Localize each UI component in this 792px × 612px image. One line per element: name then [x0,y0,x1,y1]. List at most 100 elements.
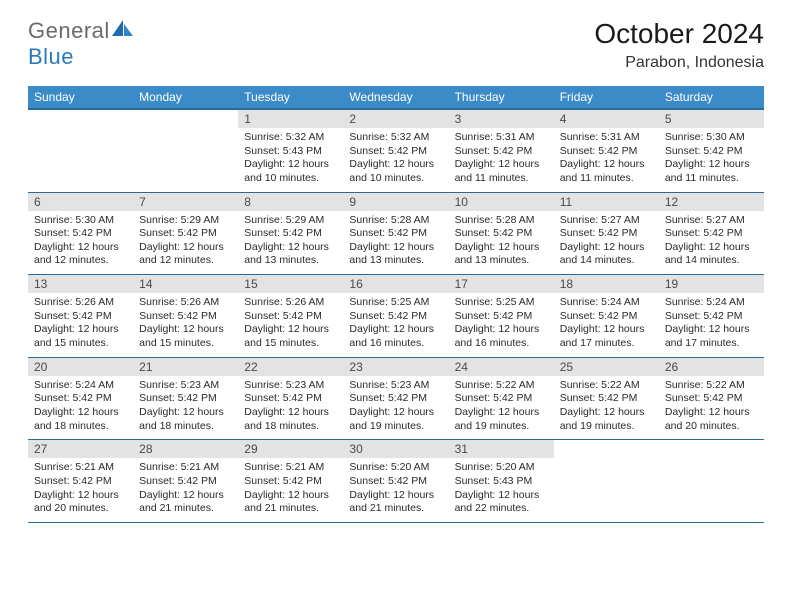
detail-line: and 17 minutes. [665,337,758,351]
day-details: Sunrise: 5:24 AMSunset: 5:42 PMDaylight:… [28,376,133,440]
detail-line: Daylight: 12 hours [455,406,548,420]
detail-line: Daylight: 12 hours [349,489,442,503]
detail-line: and 11 minutes. [665,172,758,186]
detail-line: and 15 minutes. [34,337,127,351]
detail-line: Sunset: 5:42 PM [244,392,337,406]
detail-line: Sunrise: 5:22 AM [455,379,548,393]
detail-line: Sunset: 5:42 PM [349,310,442,324]
detail-line: Daylight: 12 hours [244,158,337,172]
calendar-cell: 26Sunrise: 5:22 AMSunset: 5:42 PMDayligh… [659,357,764,440]
detail-line: Sunset: 5:42 PM [665,310,758,324]
detail-line: Sunrise: 5:23 AM [244,379,337,393]
detail-line: and 21 minutes. [139,502,232,516]
calendar-cell [554,440,659,523]
detail-line: Sunrise: 5:22 AM [665,379,758,393]
detail-line: Daylight: 12 hours [665,406,758,420]
calendar-cell: 7Sunrise: 5:29 AMSunset: 5:42 PMDaylight… [133,192,238,275]
day-details: Sunrise: 5:31 AMSunset: 5:42 PMDaylight:… [554,128,659,192]
detail-line: Sunrise: 5:20 AM [349,461,442,475]
detail-line: Daylight: 12 hours [139,406,232,420]
calendar-cell: 11Sunrise: 5:27 AMSunset: 5:42 PMDayligh… [554,192,659,275]
detail-line: Sunset: 5:42 PM [139,310,232,324]
detail-line: and 14 minutes. [560,254,653,268]
detail-line: Sunset: 5:42 PM [349,145,442,159]
calendar-cell: 2Sunrise: 5:32 AMSunset: 5:42 PMDaylight… [343,109,448,192]
day-number: 22 [238,358,343,376]
detail-line: Daylight: 12 hours [560,158,653,172]
day-details: Sunrise: 5:22 AMSunset: 5:42 PMDaylight:… [554,376,659,440]
calendar-cell: 8Sunrise: 5:29 AMSunset: 5:42 PMDaylight… [238,192,343,275]
day-details: Sunrise: 5:24 AMSunset: 5:42 PMDaylight:… [659,293,764,357]
calendar-week: 27 Sunrise: 5:21 AMSunset: 5:42 PMDayligh… [28,440,764,523]
detail-line: Daylight: 12 hours [139,241,232,255]
day-details: Sunrise: 5:32 AMSunset: 5:43 PMDaylight:… [238,128,343,192]
day-details: Sunrise: 5:29 AMSunset: 5:42 PMDaylight:… [238,211,343,275]
day-details: Sunrise: 5:23 AMSunset: 5:42 PMDaylight:… [343,376,448,440]
logo-general: General [28,18,110,43]
detail-line: Daylight: 12 hours [139,489,232,503]
day-number: 1 [238,110,343,128]
detail-line: Sunset: 5:42 PM [665,145,758,159]
detail-line: Sunset: 5:42 PM [349,475,442,489]
calendar-cell: 24Sunrise: 5:22 AMSunset: 5:42 PMDayligh… [449,357,554,440]
detail-line: Sunset: 5:42 PM [244,227,337,241]
detail-line: Daylight: 12 hours [244,241,337,255]
day-details: Sunrise: 5:21 AMSunset: 5:42 PMDaylight:… [238,458,343,522]
detail-line: Sunset: 5:42 PM [560,145,653,159]
calendar-cell: 18Sunrise: 5:24 AMSunset: 5:42 PMDayligh… [554,275,659,358]
detail-line: Daylight: 12 hours [349,406,442,420]
detail-line: Daylight: 12 hours [665,323,758,337]
calendar-cell: 28Sunrise: 5:21 AMSunset: 5:42 PMDayligh… [133,440,238,523]
detail-line: Sunset: 5:42 PM [139,227,232,241]
header: General Blue October 2024 Parabon, Indon… [28,18,764,72]
day-number: 21 [133,358,238,376]
detail-line: Daylight: 12 hours [349,241,442,255]
weekday-row: SundayMondayTuesdayWednesdayThursdayFrid… [28,86,764,109]
detail-line: Sunset: 5:42 PM [560,392,653,406]
calendar-head: SundayMondayTuesdayWednesdayThursdayFrid… [28,86,764,109]
weekday-header: Tuesday [238,86,343,109]
weekday-header: Monday [133,86,238,109]
detail-line: and 13 minutes. [455,254,548,268]
day-number: 27 [28,440,133,458]
detail-line: and 10 minutes. [349,172,442,186]
detail-line: and 20 minutes. [665,420,758,434]
day-details: Sunrise: 5:30 AMSunset: 5:42 PMDaylight:… [28,211,133,275]
detail-line: Daylight: 12 hours [455,158,548,172]
day-details: Sunrise: 5:20 AMSunset: 5:42 PMDaylight:… [343,458,448,522]
calendar-cell [133,109,238,192]
detail-line: Sunrise: 5:27 AM [665,214,758,228]
detail-line: Sunset: 5:42 PM [349,392,442,406]
calendar-cell: 12Sunrise: 5:27 AMSunset: 5:42 PMDayligh… [659,192,764,275]
calendar-cell: 5Sunrise: 5:30 AMSunset: 5:42 PMDaylight… [659,109,764,192]
page-title: October 2024 [594,18,764,50]
calendar-cell: 1Sunrise: 5:32 AMSunset: 5:43 PMDaylight… [238,109,343,192]
detail-line: and 14 minutes. [665,254,758,268]
calendar-cell [28,109,133,192]
detail-line: Sunrise: 5:24 AM [34,379,127,393]
day-details: Sunrise: 5:25 AMSunset: 5:42 PMDaylight:… [343,293,448,357]
detail-line: Daylight: 12 hours [139,323,232,337]
day-details: Sunrise: 5:22 AMSunset: 5:42 PMDaylight:… [449,376,554,440]
detail-line: and 15 minutes. [139,337,232,351]
detail-line: and 13 minutes. [349,254,442,268]
detail-line: Daylight: 12 hours [455,241,548,255]
day-number: 15 [238,275,343,293]
detail-line: Sunrise: 5:24 AM [665,296,758,310]
day-number: 18 [554,275,659,293]
detail-line: Sunrise: 5:26 AM [34,296,127,310]
day-details: Sunrise: 5:27 AMSunset: 5:42 PMDaylight:… [659,211,764,275]
day-number: 13 [28,275,133,293]
calendar-cell: 16Sunrise: 5:25 AMSunset: 5:42 PMDayligh… [343,275,448,358]
detail-line: Sunset: 5:42 PM [560,227,653,241]
detail-line: Daylight: 12 hours [665,158,758,172]
day-number: 23 [343,358,448,376]
day-number: 30 [343,440,448,458]
calendar-cell: 6Sunrise: 5:30 AMSunset: 5:42 PMDaylight… [28,192,133,275]
calendar-cell: 30Sunrise: 5:20 AMSunset: 5:42 PMDayligh… [343,440,448,523]
location: Parabon, Indonesia [594,54,764,72]
sail-icon [112,25,134,42]
detail-line: Daylight: 12 hours [34,241,127,255]
detail-line: and 22 minutes. [455,502,548,516]
detail-line: Sunset: 5:42 PM [34,475,127,489]
